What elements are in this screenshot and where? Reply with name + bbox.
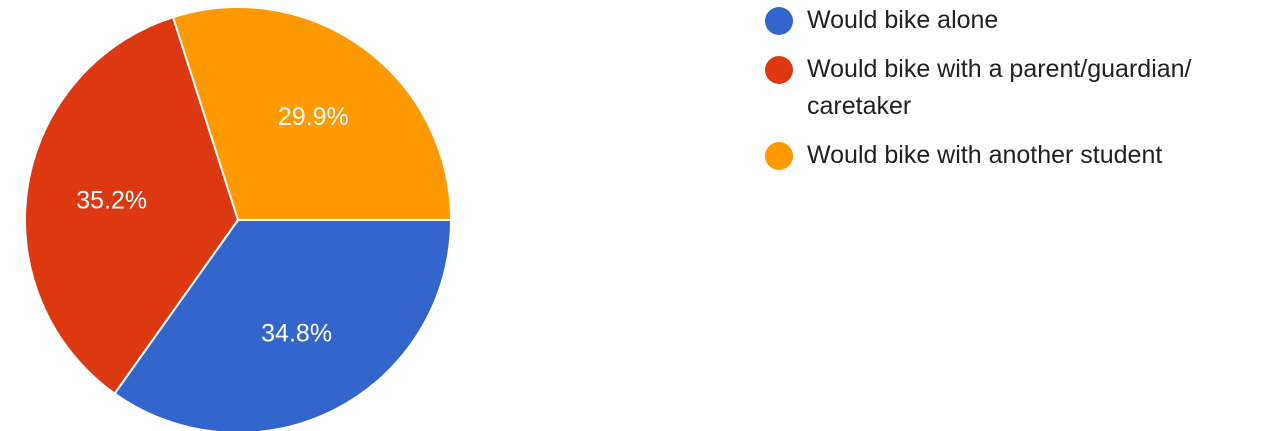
legend-swatch-bike-with-student [765, 142, 793, 170]
legend-item-bike-alone[interactable]: Would bike alone [765, 2, 1265, 39]
legend-swatch-bike-with-parent [765, 56, 793, 84]
pie-slices [24, 6, 453, 431]
pie-slice-bike-with-student[interactable] [171, 6, 453, 221]
legend-label-bike-with-student: Would bike with another student [807, 141, 1163, 169]
legend-swatch-bike-alone [765, 7, 793, 35]
pie-slice-labels: 34.8% 35.2% 29.9% [76, 103, 349, 348]
legend-label-bike-with-parent: Would bike with a parent/guardian/ caret… [807, 55, 1192, 120]
legend: Would bike alone Would bike with a paren… [765, 2, 1265, 186]
legend-label-bike-alone: Would bike alone [807, 6, 999, 34]
pie-slice-bike-with-parent[interactable] [24, 15, 240, 396]
slice-label-bike-with-student: 29.9% [278, 103, 349, 131]
legend-item-bike-with-parent[interactable]: Would bike with a parent/guardian/ caret… [765, 51, 1265, 125]
pie-plot-area: 34.8% 35.2% 29.9% [24, 6, 453, 431]
slice-label-bike-with-parent: 35.2% [76, 186, 147, 214]
pie-slice-bike-alone[interactable] [113, 219, 453, 431]
slice-label-bike-alone: 34.8% [261, 320, 332, 348]
legend-item-bike-with-student[interactable]: Would bike with another student [765, 137, 1265, 174]
